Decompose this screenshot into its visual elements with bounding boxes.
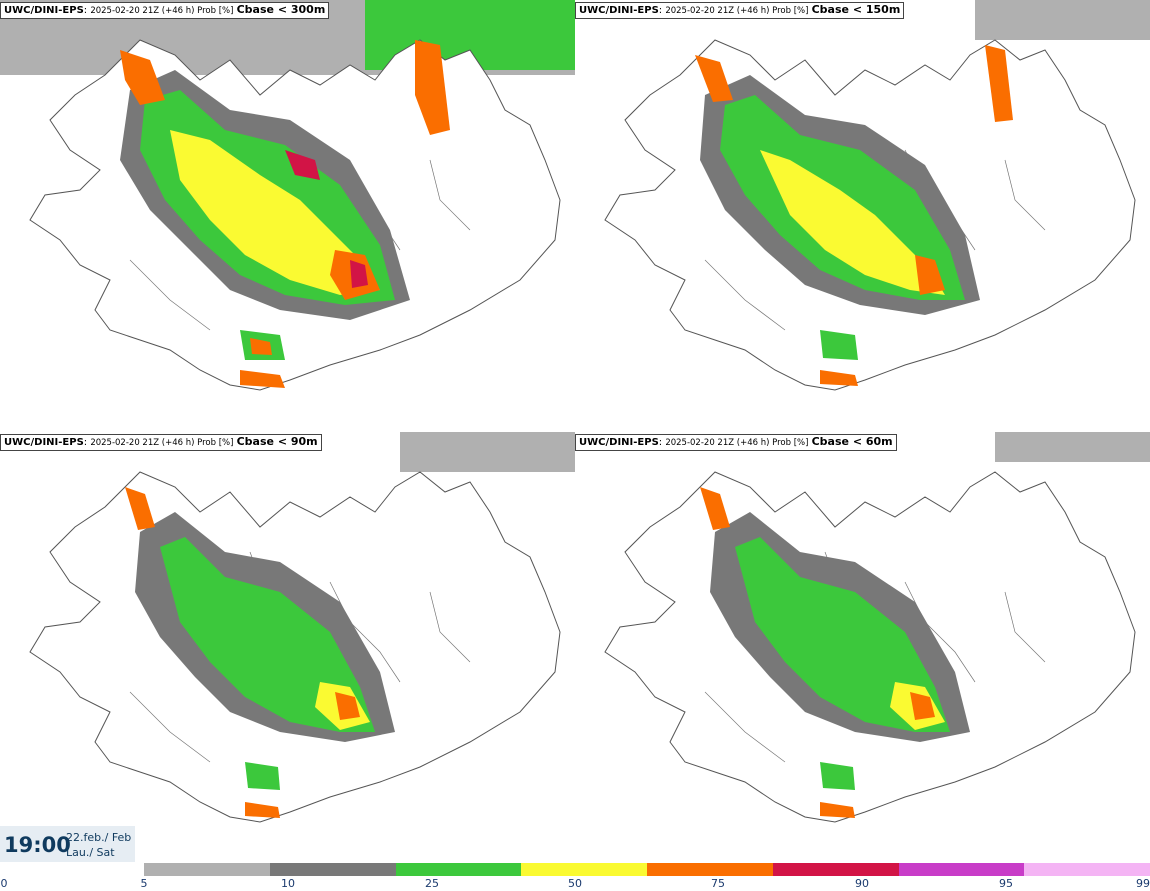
colorbar-tick-label: 10 [281, 877, 295, 890]
map-panel-cbase-90m: UWC/DINI-EPS: 2025-02-20 21Z (+46 h) Pro… [0, 432, 575, 862]
panel-title: UWC/DINI-EPS: 2025-02-20 21Z (+46 h) Pro… [575, 2, 905, 19]
colorbar-segment [1024, 863, 1150, 876]
panel-title: UWC/DINI-EPS: 2025-02-20 21Z (+46 h) Pro… [0, 434, 322, 451]
iceland-map [604, 432, 1150, 823]
colorbar [144, 863, 1150, 876]
valid-time: 19:00 [4, 833, 71, 857]
panel-title: UWC/DINI-EPS: 2025-02-20 21Z (+46 h) Pro… [0, 2, 330, 19]
colorbar-tick-label: 99 [1136, 877, 1150, 890]
colorbar-tick-label: 95 [999, 877, 1013, 890]
map-panel-cbase-300m: UWC/DINI-EPS: 2025-02-20 21Z (+46 h) Pro… [0, 0, 575, 430]
valid-time-box: 19:00 22.feb./ Feb Lau./ Sat [0, 826, 135, 862]
colorbar-tick-label: 25 [425, 877, 439, 890]
panel-title: UWC/DINI-EPS: 2025-02-20 21Z (+46 h) Pro… [575, 434, 897, 451]
colorbar-segment [772, 863, 899, 876]
iceland-map [604, 0, 1150, 391]
colorbar-tick-label: 90 [855, 877, 869, 890]
iceland-map [29, 432, 575, 823]
colorbar-tick-label: 5 [140, 877, 148, 890]
colorbar-segment [395, 863, 522, 876]
iceland-map [0, 0, 575, 391]
colorbar-tick-label: 0 [0, 877, 8, 890]
map-panel-cbase-60m: UWC/DINI-EPS: 2025-02-20 21Z (+46 h) Pro… [575, 432, 1150, 862]
colorbar-segment [898, 863, 1025, 876]
colorbar-segment [269, 863, 396, 876]
valid-date: 22.feb./ Feb Lau./ Sat [66, 831, 132, 859]
colorbar-segment [144, 863, 270, 876]
colorbar-tick-label: 75 [711, 877, 725, 890]
colorbar-segment [647, 863, 773, 876]
map-panel-cbase-150m: UWC/DINI-EPS: 2025-02-20 21Z (+46 h) Pro… [575, 0, 1150, 430]
colorbar-tick-label: 50 [568, 877, 582, 890]
colorbar-segment [521, 863, 647, 876]
